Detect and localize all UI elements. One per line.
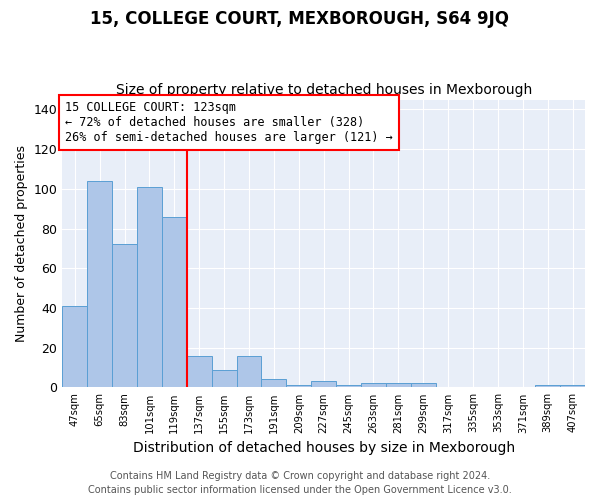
Bar (336, 386, 361, 388)
Bar (361, 384, 386, 388)
Bar (87, 181, 112, 388)
X-axis label: Distribution of detached houses by size in Mexborough: Distribution of detached houses by size … (133, 441, 515, 455)
Bar (187, 356, 212, 388)
Bar (286, 386, 311, 388)
Bar (137, 187, 162, 388)
Bar (411, 384, 436, 388)
Bar (212, 370, 236, 388)
Title: Size of property relative to detached houses in Mexborough: Size of property relative to detached ho… (116, 83, 532, 97)
Bar (262, 380, 286, 388)
Bar (535, 386, 560, 388)
Bar (162, 216, 187, 388)
Text: 15, COLLEGE COURT, MEXBOROUGH, S64 9JQ: 15, COLLEGE COURT, MEXBOROUGH, S64 9JQ (91, 10, 509, 28)
Bar (560, 386, 585, 388)
Text: Contains HM Land Registry data © Crown copyright and database right 2024.
Contai: Contains HM Land Registry data © Crown c… (88, 471, 512, 495)
Bar (236, 356, 262, 388)
Bar (311, 382, 336, 388)
Bar (386, 384, 411, 388)
Bar (62, 306, 87, 388)
Bar (112, 244, 137, 388)
Y-axis label: Number of detached properties: Number of detached properties (15, 145, 28, 342)
Text: 15 COLLEGE COURT: 123sqm
← 72% of detached houses are smaller (328)
26% of semi-: 15 COLLEGE COURT: 123sqm ← 72% of detach… (65, 101, 392, 144)
